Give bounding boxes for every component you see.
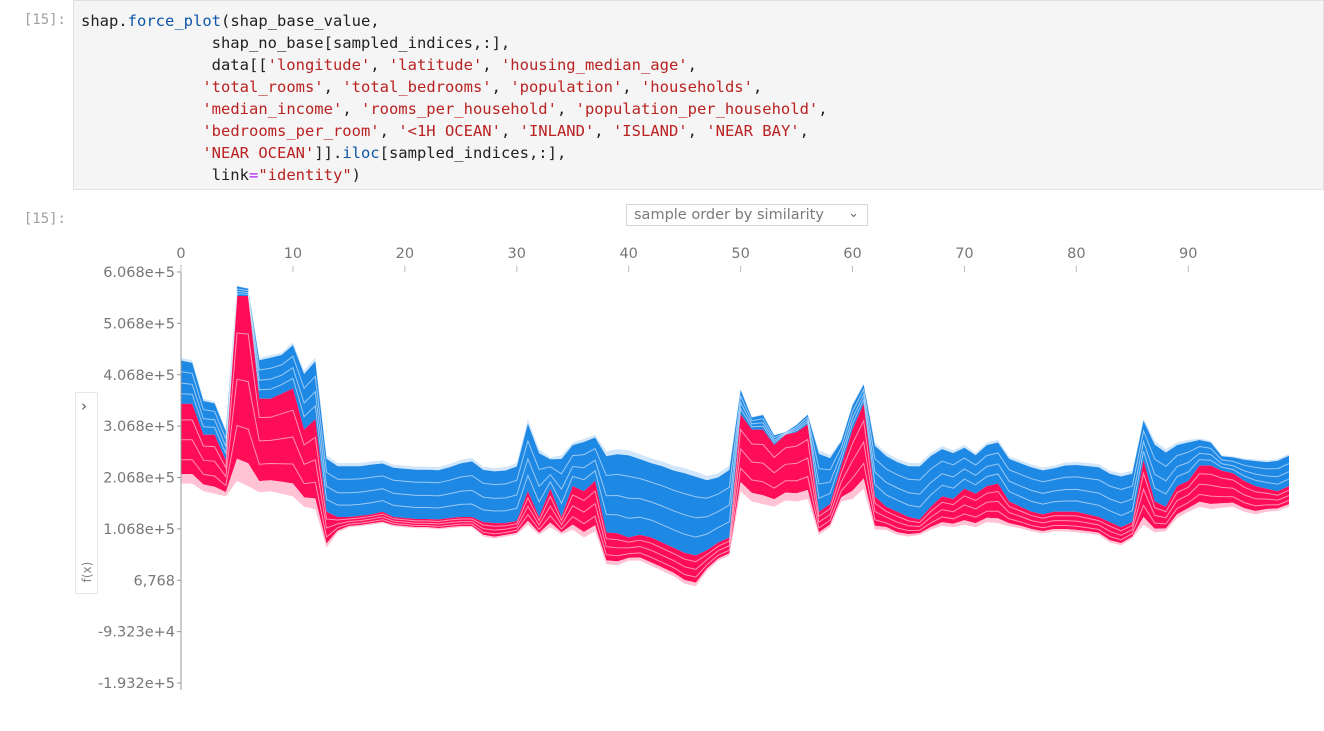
negative-effect-band: [181, 286, 1289, 556]
positive-feature-divider: [181, 424, 1290, 578]
code-cell[interactable]: shap.force_plot(shap_base_value, shap_no…: [73, 0, 1324, 190]
x-tick-label: 0: [176, 246, 185, 262]
x-tick-label: 60: [843, 246, 861, 262]
y-axis-label: f(x): [80, 561, 94, 583]
x-tick-label: 20: [396, 246, 414, 262]
x-tick-label: 10: [284, 246, 302, 262]
x-tick-label: 40: [619, 246, 637, 262]
force-plot-areas: [180, 285, 1290, 587]
x-tick-label: 80: [1067, 246, 1085, 262]
positive-feature-divider: [181, 378, 1290, 570]
x-tick-label: 70: [955, 246, 973, 262]
output-prompt: [15]:: [23, 211, 66, 227]
chevron-right-icon: ›: [81, 397, 87, 415]
negative-feature-divider: [180, 293, 1290, 538]
y-tick-label: 5.068e+5: [103, 316, 175, 332]
positive-effect-band: [181, 296, 1289, 583]
negative-feature-divider: [180, 290, 1290, 519]
chevron-down-icon: ⌄: [848, 206, 859, 221]
force-plot-axes: 6.068e+5 5.068e+5 4.068e+5 3.068e+5 2.068e+5…: [98, 246, 1198, 692]
y-tick-label: 4.068e+5: [103, 368, 175, 384]
negative-feature-divider: [180, 288, 1290, 499]
sample-order-select[interactable]: sample order by similarity ⌄: [626, 204, 868, 226]
y-axis-toggle[interactable]: › f(x): [75, 392, 98, 594]
x-tick-label: 50: [731, 246, 749, 262]
code-editor[interactable]: shap.force_plot(shap_base_value, shap_no…: [81, 12, 828, 184]
sample-order-value: sample order by similarity: [634, 207, 824, 223]
x-tick-label: 30: [508, 246, 526, 262]
input-prompt: [15]:: [23, 12, 66, 28]
positive-feature-divider: [181, 332, 1290, 563]
y-tick-label: 6.068e+5: [103, 265, 175, 281]
x-tick-label: 90: [1179, 246, 1197, 262]
y-tick-label: 2.068e+5: [103, 471, 175, 487]
y-tick-label: -9.323e+4: [98, 625, 175, 641]
positive-effect-light-band: [181, 458, 1289, 587]
y-tick-label: -1.932e+5: [98, 676, 175, 692]
y-tick-label: 1.068e+5: [103, 522, 175, 538]
y-tick-label: 3.068e+5: [103, 419, 175, 435]
y-tick-label: 6,768: [133, 573, 175, 589]
